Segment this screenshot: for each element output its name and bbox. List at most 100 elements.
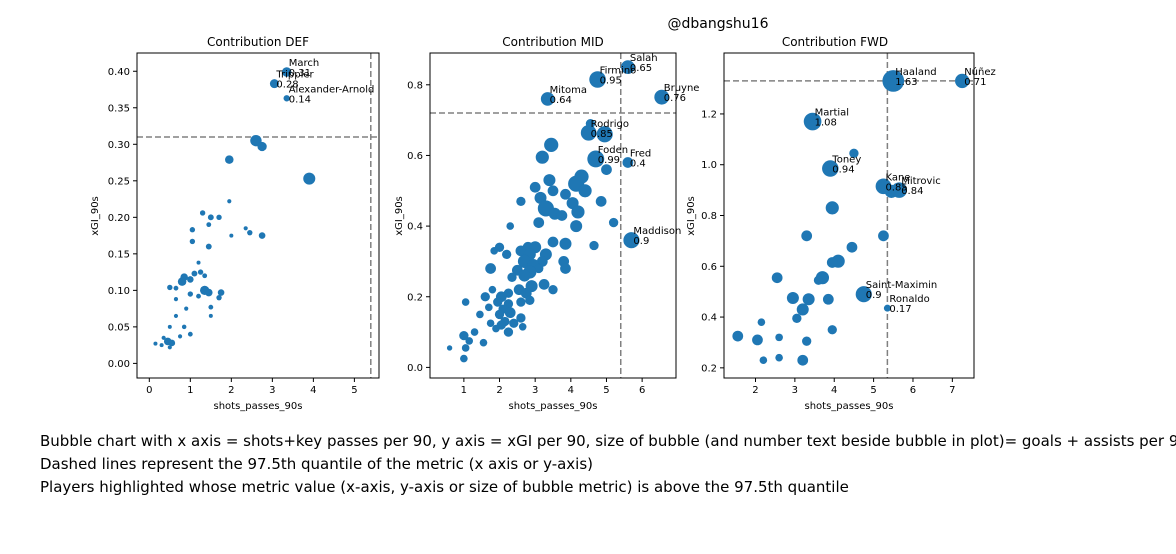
bubble-def-26 (204, 288, 213, 297)
x-tick-label-mid-2: 3 (532, 385, 538, 396)
player-name-label: Ronaldo (889, 294, 929, 305)
bubble-mid-46 (538, 279, 550, 290)
bubble-mid-79 (460, 354, 468, 363)
player-name-label: Martial (815, 108, 849, 119)
player-value-label: 0.95 (600, 75, 622, 86)
x-tick-label-def-1: 1 (187, 385, 193, 396)
bubble-mid-58 (461, 298, 470, 306)
y-tick-label-def-1: 0.05 (108, 322, 130, 333)
x-tick-label-fwd-0: 2 (752, 385, 758, 396)
highlight-bubble-mid-0 (621, 60, 635, 74)
player-value-label: 0.64 (550, 95, 572, 106)
bubble-mid-62 (504, 307, 516, 319)
y-tick-label-def-8: 0.40 (108, 67, 130, 78)
bubble-mid-15 (595, 195, 607, 207)
bubble-mid-68 (486, 319, 495, 328)
bubble-fwd-12 (802, 293, 815, 306)
x-tick-label-fwd-3: 5 (870, 385, 876, 396)
highlight-bubble-fwd-2 (803, 112, 822, 131)
y-axis-label-fwd: xGI_90s (686, 196, 697, 236)
x-tick-label-mid-4: 5 (603, 385, 609, 396)
bubble-mid-64 (476, 310, 484, 319)
bubble-mid-30 (490, 247, 498, 255)
bubble-mid-14 (516, 196, 526, 207)
bubble-mid-7 (578, 184, 592, 198)
player-name-label: Alexander-Arnold (289, 84, 375, 95)
bubble-mid-65 (516, 313, 526, 323)
caption-line-2: Dashed lines represent the 97.5th quanti… (40, 455, 594, 473)
ticks-def: 0 1 2 3 4 5 0.00 0.05 0.10 0.15 0.20 0.25 0.30 0.35 0.… (108, 67, 358, 396)
bubble-def-8 (206, 222, 212, 228)
highlight-bubble-mid-7 (623, 232, 640, 249)
chart-title-fwd: Contribution FWD (782, 35, 888, 49)
player-value-label: 0.17 (889, 304, 911, 315)
panel-def: Contribution DEF shots_passes_90s xGI_90… (90, 35, 380, 412)
bubble-mid-77 (461, 344, 470, 352)
bubble-mid-72 (503, 327, 514, 337)
bubble-mid-67 (509, 318, 519, 328)
plot-frame-mid (429, 52, 677, 379)
highlight-bubble-fwd-6 (855, 286, 872, 303)
bubble-fwd-14 (796, 303, 809, 316)
bubble-def-14 (189, 238, 196, 245)
highlight-bubble-mid-3 (540, 92, 555, 106)
x-tick-label-fwd-4: 6 (910, 385, 916, 396)
highlight-bubble-mid-4 (580, 125, 597, 141)
bubble-mid-2 (544, 137, 559, 152)
y-axis-label-def: xGI_90s (90, 196, 101, 236)
bubble-def-9 (243, 226, 248, 231)
x-tick-label-fwd-2: 4 (831, 385, 837, 396)
bubble-fwd-19 (775, 333, 783, 342)
highlight-bubble-fwd-4 (875, 178, 892, 195)
bubble-fwd-20 (752, 334, 763, 346)
chart-title-mid: Contribution MID (502, 35, 603, 49)
x-tick-label-mid-1: 2 (496, 385, 502, 396)
ticks-fwd: 2 3 4 5 6 7 0.2 0.4 0.6 0.8 1.0 1.2 (701, 109, 955, 396)
bubble-def-22 (177, 277, 187, 286)
player-value-label: 0.65 (630, 63, 652, 74)
bubble-def-33 (184, 306, 189, 311)
y-tick-label-def-0: 0.00 (108, 359, 130, 370)
bubble-def-18 (191, 270, 198, 277)
player-value-label: 0.9 (633, 236, 649, 247)
player-name-label: Kane (885, 172, 910, 183)
bubble-mid-24 (589, 240, 599, 251)
player-value-label: 0.94 (832, 165, 854, 176)
player-name-label: Foden (598, 145, 628, 156)
y-tick-label-fwd-4: 1.0 (701, 160, 717, 171)
bubble-def-21 (187, 276, 194, 283)
bubble-fwd-8 (771, 272, 783, 284)
highlight-bubble-fwd-7 (883, 304, 891, 312)
bubble-def-27 (217, 289, 225, 296)
player-name-label: Trippier (275, 70, 314, 81)
player-name-label: Saint-Maximin (866, 280, 937, 291)
y-tick-label-def-5: 0.25 (108, 176, 130, 187)
bubble-mid-20 (608, 217, 619, 228)
player-value-label: 0.14 (289, 94, 311, 105)
bubbles-fwd (732, 70, 970, 366)
bubble-fwd-21 (802, 336, 812, 346)
bubble-def-45 (153, 341, 158, 346)
x-tick-label-def-5: 5 (351, 385, 357, 396)
bubble-fwd-5 (846, 241, 858, 253)
bubble-fwd-17 (827, 325, 837, 335)
player-value-label: 0.85 (885, 182, 907, 193)
highlight-bubble-def-1 (269, 79, 279, 89)
bubble-mid-8 (543, 174, 556, 187)
bubble-def-2 (257, 141, 267, 152)
bubble-def-12 (258, 232, 266, 239)
player-value-label: 0.99 (598, 155, 620, 166)
x-tick-label-mid-3: 4 (568, 385, 574, 396)
bubble-mid-78 (446, 345, 453, 351)
bubble-mid-22 (570, 220, 583, 233)
bubble-def-28 (187, 291, 194, 297)
bubble-mid-48 (488, 285, 497, 294)
bubble-fwd-22 (797, 354, 809, 366)
bubble-mid-18 (571, 205, 585, 219)
bubble-fwd-15 (792, 313, 802, 323)
player-name-label: Haaland (895, 67, 936, 78)
bubble-fwd-0 (849, 148, 859, 158)
bubble-mid-55 (525, 295, 535, 305)
bubble-mid-25 (559, 237, 572, 250)
player-name-label: Núñez (964, 66, 996, 78)
